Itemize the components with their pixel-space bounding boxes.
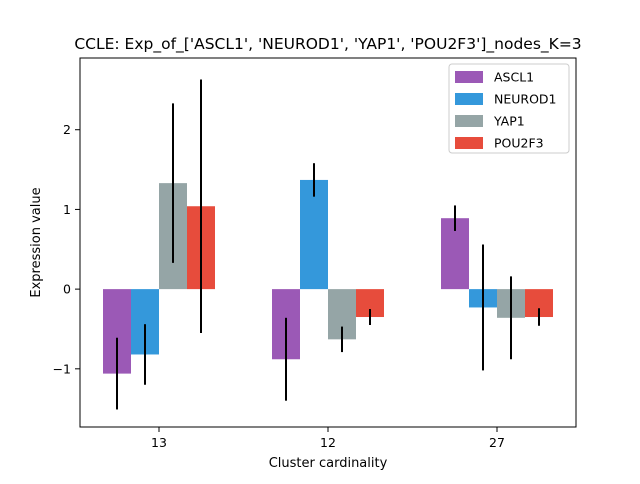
bar-neurod1-12 [300, 179, 328, 290]
x-tick-label: 12 [320, 435, 336, 450]
legend: ASCL1 NEUROD1 YAP1 POU2F3 [448, 63, 570, 154]
legend-swatch-neurod1 [455, 93, 483, 105]
chart-title: CCLE: Exp_of_['ASCL1', 'NEUROD1', 'YAP1'… [74, 35, 581, 54]
legend-swatch-pou2f3 [455, 137, 483, 149]
x-tick-label: 27 [489, 435, 505, 450]
y-axis-label: Expression value [29, 187, 44, 297]
y-tick-label: 0 [63, 282, 71, 297]
legend-label-yap1: YAP1 [493, 114, 525, 129]
x-axis-label: Cluster cardinality [269, 456, 388, 471]
legend-label-ascl1: ASCL1 [494, 70, 534, 85]
y-tick-label: −1 [53, 361, 71, 376]
y-tick-label: 1 [63, 202, 71, 217]
plot-frame [79, 57, 577, 428]
legend-swatch-yap1 [455, 115, 483, 127]
x-tick-label: 13 [151, 435, 167, 450]
legend-frame [448, 63, 570, 154]
legend-label-pou2f3: POU2F3 [494, 136, 544, 151]
legend-label-neurod1: NEUROD1 [494, 92, 557, 107]
y-tick-label: 2 [63, 122, 71, 137]
legend-swatch-ascl1 [455, 71, 483, 83]
